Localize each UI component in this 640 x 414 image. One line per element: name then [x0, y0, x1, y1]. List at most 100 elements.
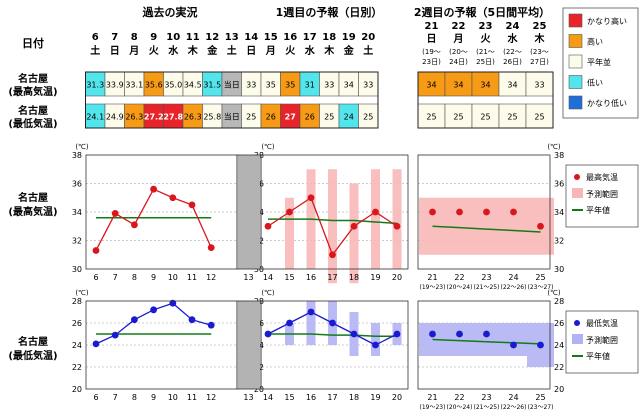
y-tick-label-week1: 20 [254, 385, 264, 394]
day-weekday: 土 [90, 44, 100, 57]
week2-day-weekday: 水 [507, 32, 519, 45]
max-week2-cell [417, 71, 446, 97]
day-weekday: 日 [246, 45, 256, 57]
day-weekday: 木 [323, 44, 335, 57]
forecast-range-bar [371, 169, 380, 269]
past-point [111, 210, 119, 217]
past-point [92, 247, 100, 254]
max-cell-value: 33.9 [106, 81, 124, 90]
x-tick-sublabel-week2: (21〜25) [474, 284, 500, 291]
min-row-label: 名古屋 [18, 104, 48, 117]
x-tick-label: 7 [113, 273, 118, 282]
x-tick-sublabel-week2: (19〜23) [420, 284, 446, 291]
min-cell-value: 24.1 [86, 113, 104, 122]
x-tick-label-week2: 23 [481, 393, 491, 402]
chart-row-label: 名古屋 [18, 335, 48, 348]
max-week2-cell-value: 33 [534, 81, 544, 90]
week2-point [537, 341, 544, 349]
past-point [188, 316, 196, 324]
forecast-range-bar [392, 169, 402, 269]
week1-normal-line [268, 333, 397, 337]
x-tick-label: 8 [132, 273, 137, 282]
day-weekday: 日 [110, 45, 120, 57]
x-tick-label-week1: 17 [327, 273, 337, 282]
min-cell-value: 27 [285, 113, 296, 122]
x-tick-label-week1: 16 [306, 273, 316, 282]
y-tick-label-week1: 30 [254, 265, 264, 274]
day-weekday: 金 [343, 44, 355, 57]
week1-point [350, 222, 358, 230]
week1-point [264, 330, 272, 338]
chart-legend-label: 最高気温 [586, 172, 618, 182]
x-tick-label-week2: 25 [535, 273, 545, 282]
x-tick-label: 9 [151, 273, 156, 282]
x-tick-label-week2: 25 [535, 393, 545, 402]
day-weekday: 水 [167, 44, 179, 57]
x-tick-label: 6 [93, 393, 98, 402]
week1-point [286, 208, 293, 216]
min-temp-chart: 名古屋(最低気温) (℃) (℃) (℃) 20 20 20 22 22 22 24 24 24 26 26… [8, 289, 639, 411]
min-week2-cell-value: 25 [507, 113, 517, 122]
y-tick-label: 38 [72, 151, 82, 160]
past-point [92, 340, 100, 348]
week2-range-bar [473, 323, 500, 356]
x-tick-label: 9 [151, 393, 156, 402]
day-number: 19 [342, 32, 356, 43]
x-tick-sublabel-week2: (23〜27) [528, 284, 554, 291]
chart-legend-range-swatch [572, 334, 583, 344]
today-band [238, 155, 260, 269]
x-tick-sublabel-week2: (21〜25) [474, 404, 500, 411]
week2-day-weekday: 火 [481, 33, 492, 45]
week2-day-range-end: 23日) [422, 58, 441, 66]
day-weekday: 月 [265, 45, 276, 57]
x-tick-label-week1: 16 [306, 393, 316, 402]
week2-point [429, 330, 436, 338]
min-cell-value: 27.2 [144, 113, 164, 122]
max-cell-value: 31.5 [203, 81, 221, 90]
panel-frame [260, 154, 409, 270]
x-tick-label-week2: 21 [427, 273, 437, 282]
y-unit-label-week2: (℃) [547, 143, 561, 151]
day-number: 14 [244, 32, 258, 43]
x-tick-label-week2: 22 [454, 393, 464, 402]
min-cell-value: 当日 [224, 112, 240, 122]
y-tick-label-week2: 38 [554, 151, 564, 160]
min-week2-cell-value: 25 [453, 113, 463, 122]
day-number: 13 [225, 32, 239, 43]
past-point [207, 321, 215, 329]
min-week2-cell-value: 25 [534, 113, 544, 122]
day-number: 12 [205, 32, 219, 43]
week2-range-bar [500, 197, 527, 255]
week2-normal-line [432, 225, 541, 233]
min-week2-cell-value: 25 [426, 113, 436, 122]
x-tick-label-week1: 20 [392, 393, 402, 402]
min-cell-value: 25 [363, 113, 373, 122]
week2-day-number: 22 [452, 21, 466, 32]
y-tick-label: 26 [72, 319, 82, 328]
week2-day-range: (23〜 [530, 48, 549, 56]
max-cell-value: 35.0 [164, 81, 182, 90]
x-tick-label-today: 13 [243, 393, 253, 402]
y-unit-label: (℃) [75, 289, 89, 297]
max-cell-value: 35 [266, 81, 276, 90]
max-temp-chart: 名古屋(最高気温)(℃)(℃)(℃)3030303232323434343636… [8, 143, 639, 291]
day-weekday: 土 [363, 44, 373, 57]
min-cell-value: 26.3 [184, 113, 202, 122]
week2-normal-line [432, 338, 541, 345]
legend-swatch [568, 75, 583, 89]
x-tick-label-week2: 21 [427, 393, 437, 402]
x-tick-label-week1: 17 [327, 393, 337, 402]
chart-legend-label: 平年値 [586, 205, 610, 215]
x-tick-label: 12 [206, 393, 216, 402]
x-tick-label-week2: 24 [508, 273, 518, 282]
min-cell-value: 24.9 [106, 113, 124, 122]
y-tick-label-week2: 26 [554, 319, 564, 328]
x-tick-label-today: 13 [243, 273, 253, 282]
past-observed-line [95, 188, 212, 251]
max-cell-value: 31 [305, 81, 315, 90]
y-tick-label-week2: 34 [554, 208, 564, 217]
week2-day-range-end: 27日) [530, 58, 549, 66]
max-cell-value: 33 [246, 81, 256, 90]
past-point [150, 306, 158, 314]
